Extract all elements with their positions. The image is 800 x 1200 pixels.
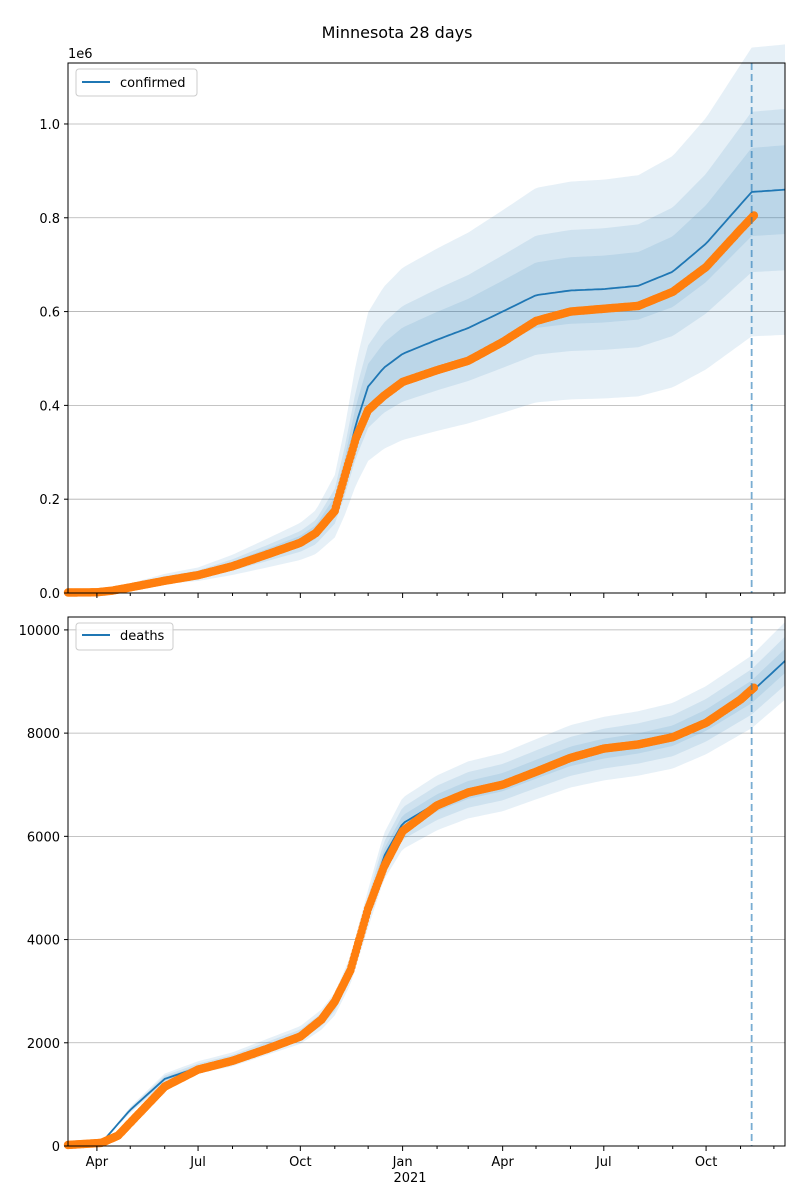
x-year-label: 2021	[393, 1171, 426, 1186]
observed-points	[63, 683, 759, 1150]
y-axis: 0.0 0.2 0.4 0.6 0.8 1.0	[39, 118, 68, 602]
deaths-panel: 0 2000 4000 6000 8000 10000 Apr Jul Oct Jan Apr Ju…	[19, 616, 786, 1186]
y-tick-label: 0.2	[39, 493, 60, 508]
uncertainty-band	[68, 44, 785, 593]
y-tick-label: 0.0	[39, 587, 60, 602]
legend: confirmed	[75, 68, 198, 97]
uncertainty-band	[68, 622, 785, 1146]
plot-frame	[67, 62, 786, 594]
legend-label-deaths: deaths	[120, 629, 165, 644]
y-tick-label: 2000	[27, 1037, 60, 1052]
x-tick-label: Jul	[595, 1155, 612, 1170]
y-tick-label: 0.6	[39, 306, 60, 321]
legend: deaths	[75, 622, 174, 651]
y-tick-label: 4000	[27, 934, 60, 949]
uncertainty-bands	[68, 622, 785, 1146]
x-tick-label: Oct	[289, 1155, 311, 1170]
legend-label-confirmed: confirmed	[120, 76, 186, 91]
x-tick-label: Oct	[695, 1155, 717, 1170]
uncertainty-bands	[68, 44, 785, 593]
confirmed-panel: 0.0 0.2 0.4 0.6 0.8 1.0 1e6 confirmed	[39, 44, 786, 602]
y-tick-label: 0.4	[39, 399, 60, 414]
chart-title: Minnesota 28 days	[322, 23, 473, 42]
y-tick-label: 0.8	[39, 212, 60, 227]
uncertainty-band	[68, 145, 785, 593]
y-tick-label: 8000	[27, 727, 60, 742]
x-tick-label: Jul	[189, 1155, 206, 1170]
x-tick-label: Jan	[392, 1155, 413, 1170]
y-tick-label: 1.0	[39, 118, 60, 133]
x-axis	[96, 593, 775, 598]
y-offset-text: 1e6	[68, 47, 93, 62]
y-tick-label: 10000	[19, 624, 60, 639]
uncertainty-band	[68, 636, 785, 1146]
x-tick-label: Apr	[491, 1155, 514, 1170]
y-tick-label: 0	[52, 1140, 60, 1155]
y-axis: 0 2000 4000 6000 8000 10000	[19, 624, 68, 1155]
x-axis: Apr Jul Oct Jan Apr Jul Oct	[86, 1146, 775, 1170]
plot-frame	[67, 616, 786, 1147]
y-tick-label: 6000	[27, 830, 60, 845]
legend-box	[75, 622, 174, 651]
uncertainty-band	[68, 108, 785, 593]
legend-box	[75, 68, 198, 97]
observed-points	[63, 211, 759, 597]
x-tick-label: Apr	[86, 1155, 109, 1170]
